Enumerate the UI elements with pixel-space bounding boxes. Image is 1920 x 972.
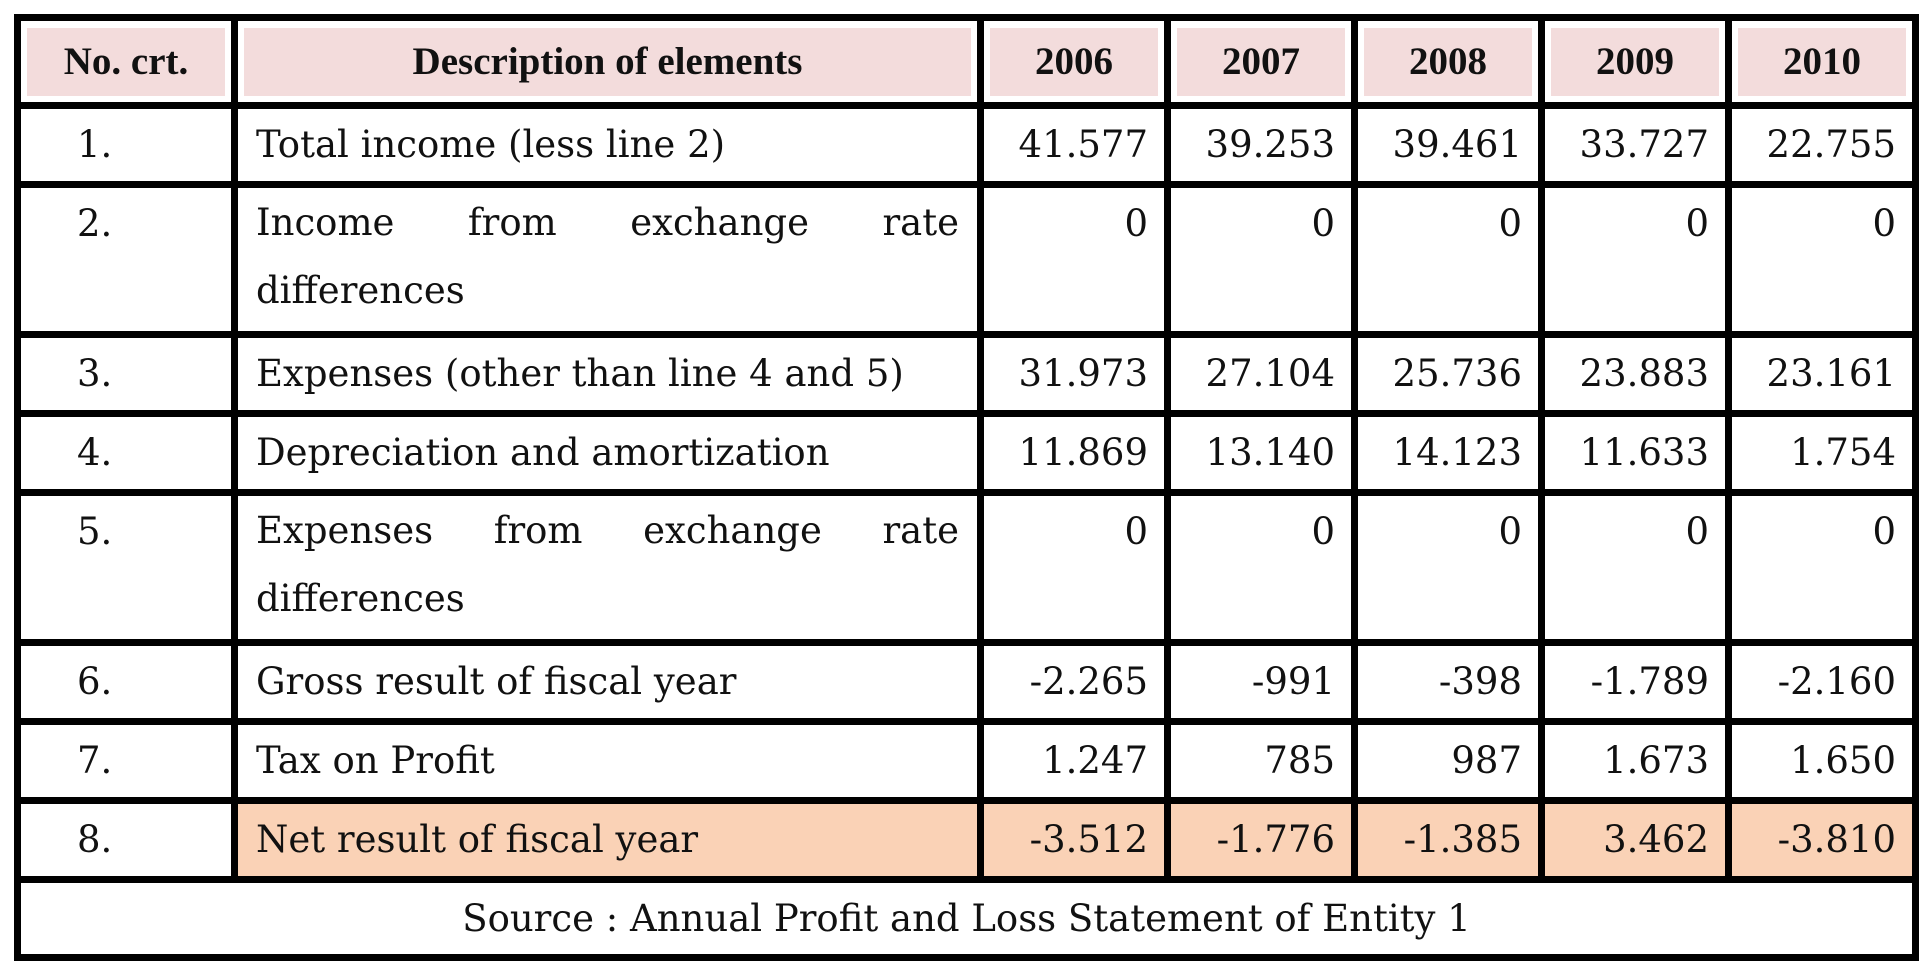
- row-description: Gross result of fiscal year: [238, 646, 984, 725]
- value-2008: -1.385: [1358, 804, 1545, 883]
- header-cell-fill: 2006: [990, 23, 1158, 100]
- value-2006: -2.265: [984, 646, 1171, 725]
- value-2010: -3.810: [1732, 804, 1919, 883]
- value-2007: 27.104: [1171, 338, 1358, 417]
- value-2009: 1.673: [1545, 725, 1732, 804]
- table-row: 7. Tax on Profit 1.247 785 987 1.673 1.6…: [21, 725, 1919, 804]
- value-2006: 41.577: [984, 109, 1171, 188]
- row-description: Expenses (other than line 4 and 5): [238, 338, 984, 417]
- row-number: 4.: [21, 417, 238, 496]
- table-row: 3. Expenses (other than line 4 and 5) 31…: [21, 338, 1919, 417]
- value-2010: 0: [1732, 496, 1919, 646]
- header-cell-fill: 2007: [1177, 23, 1345, 100]
- value-2009: 11.633: [1545, 417, 1732, 496]
- value-2008: 0: [1358, 496, 1545, 646]
- row-number: 3.: [21, 338, 238, 417]
- header-cell-fill: No. crt.: [27, 23, 225, 100]
- header-description: Description of elements: [238, 21, 984, 109]
- value-2007: 0: [1171, 496, 1358, 646]
- value-2007: 785: [1171, 725, 1358, 804]
- table-row: 2. Income from exchange rate differences…: [21, 188, 1919, 338]
- header-cell-fill: 2008: [1364, 23, 1532, 100]
- value-2007: 13.140: [1171, 417, 1358, 496]
- row-description-line-2: differences: [256, 269, 465, 312]
- header-year-2006: 2006: [984, 21, 1171, 109]
- row-number: 7.: [21, 725, 238, 804]
- value-2010: -2.160: [1732, 646, 1919, 725]
- value-2008: 0: [1358, 188, 1545, 338]
- row-description: Expenses from exchange rate differences: [238, 496, 984, 646]
- header-year-2010: 2010: [1732, 21, 1919, 109]
- value-2008: 25.736: [1358, 338, 1545, 417]
- profit-loss-table: No. crt. Description of elements 2006 20…: [14, 14, 1919, 961]
- value-2007: 0: [1171, 188, 1358, 338]
- value-2009: 0: [1545, 496, 1732, 646]
- table-row: 6. Gross result of fiscal year -2.265 -9…: [21, 646, 1919, 725]
- value-2006: 11.869: [984, 417, 1171, 496]
- value-2006: 1.247: [984, 725, 1171, 804]
- source-row: Source : Annual Profit and Loss Statemen…: [21, 883, 1919, 961]
- value-2009: 23.883: [1545, 338, 1732, 417]
- table-row: 1. Total income (less line 2) 41.577 39.…: [21, 109, 1919, 188]
- value-2009: 0: [1545, 188, 1732, 338]
- value-2007: -1.776: [1171, 804, 1358, 883]
- value-2006: 0: [984, 496, 1171, 646]
- value-2009: 33.727: [1545, 109, 1732, 188]
- row-number: 8.: [21, 804, 238, 883]
- row-description-line-2: differences: [256, 577, 465, 620]
- row-description: Net result of fiscal year: [238, 804, 984, 883]
- net-result-row: 8. Net result of fiscal year -3.512 -1.7…: [21, 804, 1919, 883]
- row-description-line-1: Income from exchange rate: [256, 201, 959, 244]
- header-cell-fill: 2009: [1551, 23, 1719, 100]
- row-number: 5.: [21, 496, 238, 646]
- value-2008: 987: [1358, 725, 1545, 804]
- header-cell-fill: Description of elements: [244, 23, 971, 100]
- value-2008: 14.123: [1358, 417, 1545, 496]
- value-2006: 0: [984, 188, 1171, 338]
- value-2010: 0: [1732, 188, 1919, 338]
- row-description: Total income (less line 2): [238, 109, 984, 188]
- header-year-2007: 2007: [1171, 21, 1358, 109]
- row-description: Income from exchange rate differences: [238, 188, 984, 338]
- value-2008: -398: [1358, 646, 1545, 725]
- row-description: Depreciation and amortization: [238, 417, 984, 496]
- value-2007: -991: [1171, 646, 1358, 725]
- value-2010: 23.161: [1732, 338, 1919, 417]
- value-2009: -1.789: [1545, 646, 1732, 725]
- value-2006: 31.973: [984, 338, 1171, 417]
- header-cell-fill: 2010: [1738, 23, 1906, 100]
- table-row: 4. Depreciation and amortization 11.869 …: [21, 417, 1919, 496]
- row-description-line-1: Expenses from exchange rate: [256, 509, 959, 552]
- row-description: Tax on Profit: [238, 725, 984, 804]
- value-2007: 39.253: [1171, 109, 1358, 188]
- header-year-2009: 2009: [1545, 21, 1732, 109]
- row-number: 2.: [21, 188, 238, 338]
- header-row: No. crt. Description of elements 2006 20…: [21, 21, 1919, 109]
- row-number: 1.: [21, 109, 238, 188]
- table-row: 5. Expenses from exchange rate differenc…: [21, 496, 1919, 646]
- value-2010: 22.755: [1732, 109, 1919, 188]
- value-2010: 1.754: [1732, 417, 1919, 496]
- header-year-2008: 2008: [1358, 21, 1545, 109]
- source-note: Source : Annual Profit and Loss Statemen…: [21, 883, 1919, 961]
- header-no-crt: No. crt.: [21, 21, 238, 109]
- value-2006: -3.512: [984, 804, 1171, 883]
- row-number: 6.: [21, 646, 238, 725]
- value-2008: 39.461: [1358, 109, 1545, 188]
- value-2010: 1.650: [1732, 725, 1919, 804]
- value-2009: 3.462: [1545, 804, 1732, 883]
